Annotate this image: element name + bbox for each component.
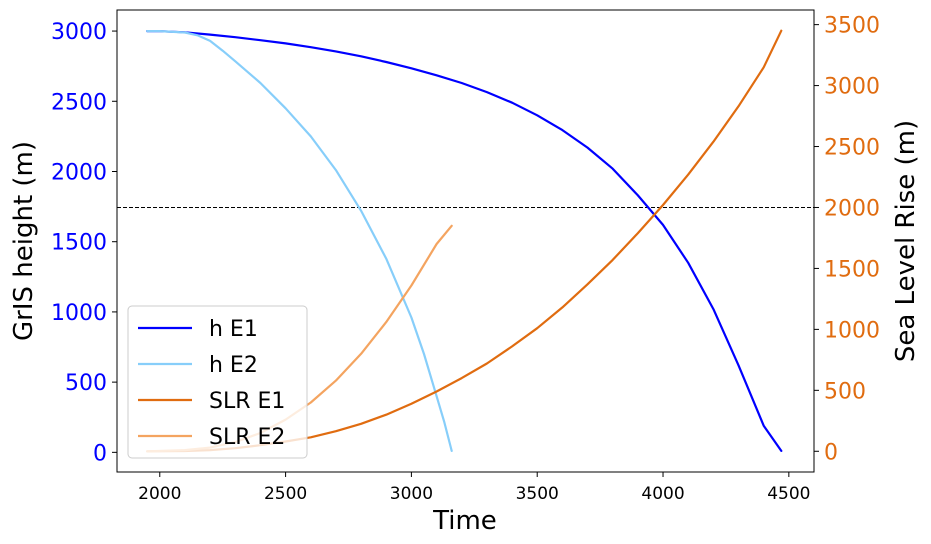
right-y-axis-label: Sea Level Rise (m) — [891, 120, 921, 362]
x-tick-label: 2500 — [264, 484, 307, 504]
left-y-tick-label: 3000 — [51, 20, 107, 45]
right-y-tick-label: 2000 — [824, 196, 880, 221]
plot-frame — [116, 9, 815, 473]
legend-label-slr-e2: SLR E2 — [209, 425, 285, 450]
x-tick-label: 4500 — [767, 484, 810, 504]
left-y-tick-label: 500 — [65, 371, 107, 396]
right-y-tick-label: 1000 — [824, 318, 880, 343]
x-axis: 2000 2500 3000 3500 4000 4500 — [138, 472, 810, 504]
series-group — [146, 29, 783, 453]
right-y-axis: 0 500 1000 1500 2000 2500 3000 3500 — [814, 14, 880, 465]
right-y-tick-label: 500 — [824, 379, 866, 404]
left-y-tick-label: 1000 — [51, 301, 107, 326]
left-y-axis: 0 500 1000 1500 2000 2500 3000 — [51, 20, 117, 466]
legend-label-slr-e1: SLR E1 — [209, 389, 285, 414]
right-y-tick-label: 1500 — [824, 257, 880, 282]
left-y-tick-label: 0 — [93, 441, 107, 466]
x-tick-label: 3000 — [390, 484, 433, 504]
legend-box — [127, 305, 308, 459]
left-y-tick-label: 1500 — [51, 231, 107, 256]
legend-label-h-e2: h E2 — [209, 353, 258, 378]
x-tick-label: 2000 — [138, 484, 181, 504]
series-line-h-e1 — [146, 30, 783, 452]
plot-area — [117, 29, 814, 453]
right-y-tick-label: 3500 — [824, 14, 880, 39]
right-y-tick-label: 2500 — [824, 136, 880, 161]
x-axis-label: Time — [432, 506, 497, 536]
right-y-tick-label: 0 — [824, 440, 838, 465]
left-y-tick-label: 2000 — [51, 160, 107, 185]
legend-label-h-e1: h E1 — [209, 317, 258, 342]
series-line-h-e2 — [146, 30, 453, 452]
left-y-axis-label: GrIS height (m) — [9, 141, 39, 341]
legend: h E1 h E2 SLR E1 SLR E2 — [127, 305, 308, 459]
x-tick-label: 4000 — [641, 484, 684, 504]
left-y-tick-label: 2500 — [51, 90, 107, 115]
x-tick-label: 3500 — [516, 484, 559, 504]
right-y-tick-label: 3000 — [824, 75, 880, 100]
